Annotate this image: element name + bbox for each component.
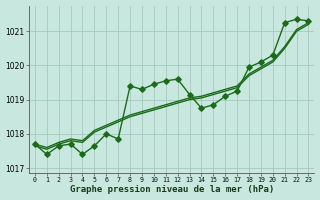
X-axis label: Graphe pression niveau de la mer (hPa): Graphe pression niveau de la mer (hPa) xyxy=(69,185,274,194)
